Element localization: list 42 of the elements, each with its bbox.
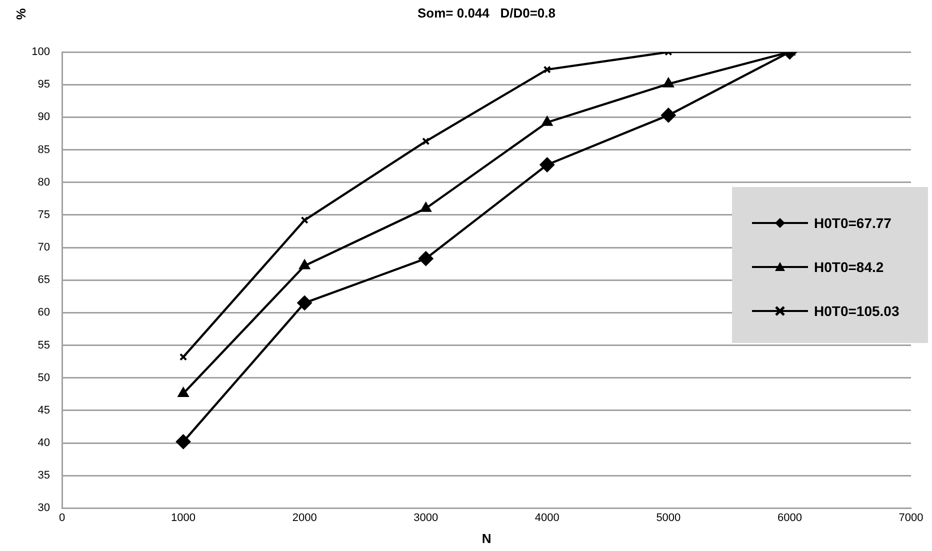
- x-axis-title: N: [482, 530, 492, 546]
- chart-title: Som= 0.044 D/D0=0.8: [417, 6, 556, 21]
- legend-label: H0T0=105.03: [814, 303, 900, 319]
- x-tick-label: 2000: [292, 512, 317, 524]
- point: [660, 108, 676, 123]
- y-tick-label: 60: [38, 306, 50, 319]
- y-tick-label: 80: [38, 176, 50, 188]
- y-tick-label: 50: [38, 372, 50, 384]
- x-tick-label: 5000: [656, 512, 681, 524]
- x-tick-label: 4000: [534, 512, 560, 524]
- y-tick-label: 95: [38, 78, 50, 91]
- y-tick-label: 70: [38, 242, 50, 254]
- point: [662, 77, 674, 88]
- x-tick-label: 3000: [414, 512, 438, 524]
- y-tick-label: 35: [38, 470, 50, 482]
- point: [178, 387, 189, 397]
- x-tick-label: 1000: [171, 512, 196, 524]
- point: [300, 216, 308, 224]
- x-tick-label: 7000: [898, 512, 924, 524]
- x-tick-label: 0: [58, 512, 66, 524]
- y-tick-label: 100: [32, 46, 50, 58]
- y-tick-label: 90: [38, 111, 50, 124]
- y-axis-title: %: [13, 8, 28, 20]
- y-tick-label: 75: [38, 208, 50, 221]
- point: [540, 157, 555, 172]
- x-tick-label: 6000: [777, 512, 802, 524]
- legend-label: H0T0=84.2: [814, 259, 884, 275]
- point: [541, 116, 553, 126]
- point: [418, 251, 434, 266]
- y-tick-label: 65: [38, 274, 50, 286]
- y-tick-label: 40: [38, 437, 50, 450]
- point: [298, 259, 310, 270]
- y-tick-label: 55: [38, 339, 50, 352]
- point: [422, 137, 430, 146]
- y-tick-label: 45: [38, 404, 50, 416]
- point: [176, 434, 191, 450]
- point: [543, 66, 551, 74]
- y-tick-label: 30: [38, 502, 50, 514]
- point: [420, 202, 432, 212]
- point: [297, 295, 312, 310]
- y-tick-label: 85: [38, 144, 50, 156]
- legend-label: H0T0=67.77: [814, 215, 892, 231]
